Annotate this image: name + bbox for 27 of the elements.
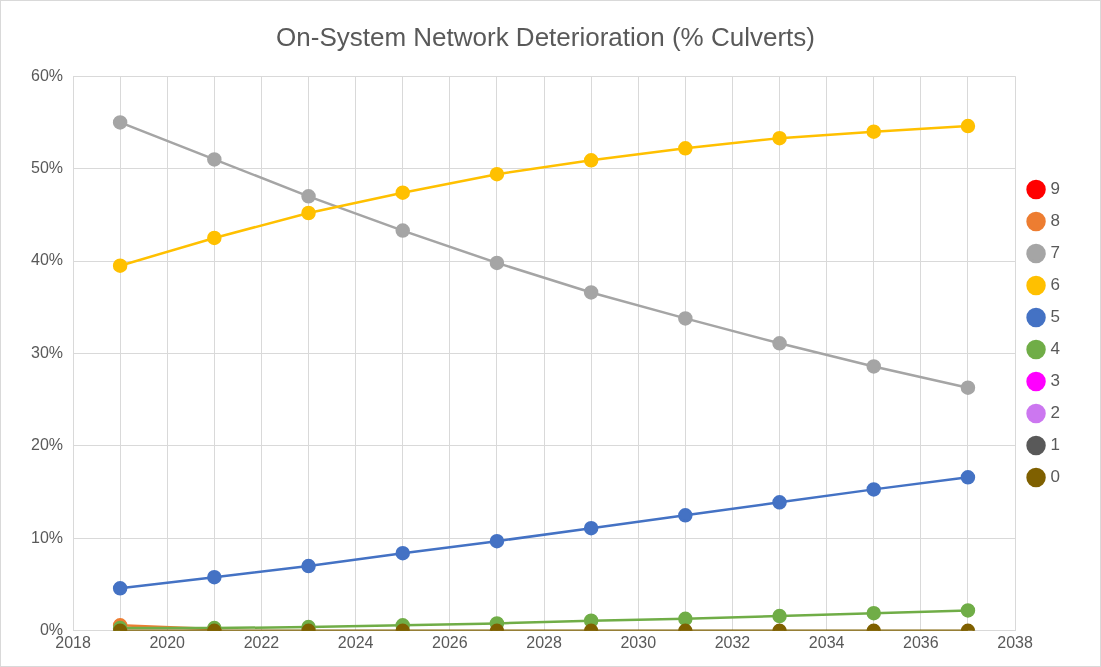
legend-label: 6 xyxy=(1050,275,1061,295)
legend-label: 0 xyxy=(1050,467,1061,487)
x-tick-label: 2022 xyxy=(243,633,280,651)
y-tick-label: 50% xyxy=(30,159,64,177)
legend-label: 7 xyxy=(1050,243,1061,263)
x-tick-label: 2038 xyxy=(997,633,1033,651)
x-tick-label: 2032 xyxy=(714,633,751,651)
legend-label: 5 xyxy=(1050,307,1061,327)
x-tick-label: 2020 xyxy=(149,633,186,651)
y-tick-label: 40% xyxy=(30,251,64,269)
x-tick-label: 2026 xyxy=(432,633,468,651)
y-tick-label: 30% xyxy=(30,343,64,361)
legend-label: 9 xyxy=(1050,179,1061,199)
x-tick-label: 2030 xyxy=(620,633,657,651)
y-tick-label: 20% xyxy=(30,436,64,454)
legend-label: 1 xyxy=(1050,435,1061,455)
legend-label: 4 xyxy=(1050,339,1061,359)
legend-label: 8 xyxy=(1050,211,1061,231)
x-tick-label: 2028 xyxy=(526,633,562,651)
legend-label: 2 xyxy=(1050,403,1061,423)
chart-title: On-System Network Deterioration (% Culverts) xyxy=(276,21,815,52)
y-tick-label: 10% xyxy=(30,528,64,546)
y-tick-label: 60% xyxy=(30,66,64,84)
legend-label: 3 xyxy=(1050,371,1061,391)
x-tick-label: 2024 xyxy=(337,633,374,651)
x-tick-label: 2034 xyxy=(808,633,845,651)
x-tick-label: 2036 xyxy=(903,633,939,651)
